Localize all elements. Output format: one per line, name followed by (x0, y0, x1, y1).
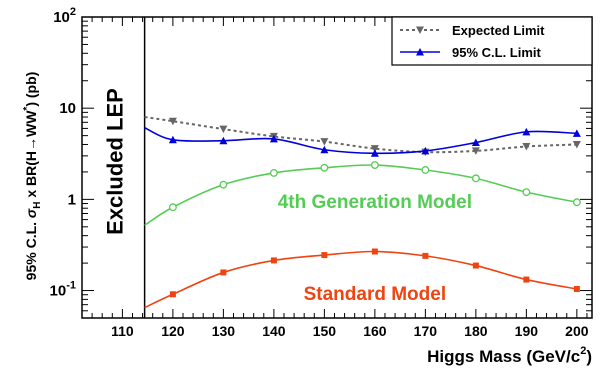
y-axis-label-sigma: σ (23, 208, 39, 218)
series-marker-2 (168, 203, 177, 212)
y-tick-label-base: 10 (50, 283, 67, 300)
y-tick-label-exponent: -1 (66, 280, 76, 292)
series-marker-1 (370, 149, 379, 157)
x-tick-label: 160 (363, 323, 387, 339)
series-marker-2 (370, 161, 379, 169)
series-marker-2 (269, 168, 278, 177)
y-tick-label: 10-1 (50, 280, 76, 300)
legend-marker (416, 48, 424, 56)
series-marker-1 (522, 127, 531, 136)
x-tick-label: 130 (212, 323, 236, 339)
series-marker-3 (523, 276, 530, 283)
series-marker-2 (421, 166, 430, 174)
series-marker-0 (168, 117, 177, 126)
series-marker-0 (522, 143, 531, 151)
x-tick-label: 140 (262, 323, 286, 339)
x-tick-label: 170 (414, 323, 438, 339)
y-tick-label-base: 10 (53, 9, 70, 26)
x-axis-label-main: Higgs Mass (GeV/c (427, 347, 580, 366)
series-line-3 (144, 250, 577, 309)
y-tick-label: 1 (68, 191, 76, 208)
legend-entry-label: 95% C.L. Limit (452, 45, 542, 60)
y-tick-label: 10 (59, 100, 76, 117)
x-tick-label: 200 (565, 323, 589, 339)
series-marker-3 (270, 257, 277, 264)
x-axis-label-sup: 2 (580, 345, 586, 357)
series-marker-1 (572, 129, 581, 137)
model-label: Standard Model (304, 284, 447, 305)
y-axis-label-suffix: ) (pb) (23, 72, 39, 107)
x-tick-label: 190 (515, 323, 539, 339)
series-marker-2 (471, 174, 480, 183)
series-marker-0 (219, 125, 228, 134)
y-tick-label-base: 10 (59, 100, 76, 117)
x-tick-label: 150 (313, 323, 337, 339)
series-line-2 (144, 164, 578, 226)
series-marker-1 (421, 146, 430, 155)
series-marker-3 (422, 252, 429, 259)
y-tick-label-exponent: 2 (70, 6, 76, 18)
series-marker-0 (370, 145, 379, 153)
series-marker-3 (472, 262, 479, 269)
series-marker-3 (220, 269, 227, 276)
y-axis-label-sub: H (32, 202, 43, 209)
x-axis-label: Higgs Mass (GeV/c2) (427, 345, 592, 366)
series-marker-1 (269, 134, 278, 143)
y-axis-label-mid: x BR(H→WW (23, 110, 39, 202)
series-marker-0 (320, 138, 329, 146)
legend-box (391, 16, 593, 66)
series-marker-2 (572, 198, 581, 207)
y-axis-label-prefix: 95% C.L. (23, 218, 39, 280)
series-marker-2 (522, 188, 531, 197)
series-marker-1 (219, 136, 228, 145)
series-marker-1 (471, 138, 480, 147)
model-label: 4th Generation Model (278, 192, 472, 213)
series-line-0 (144, 116, 577, 154)
series-marker-3 (321, 252, 328, 259)
series-marker-2 (320, 163, 329, 172)
series-marker-0 (572, 140, 581, 149)
series-marker-1 (168, 135, 177, 144)
x-tick-label: 120 (161, 323, 185, 339)
series-marker-3 (169, 291, 176, 298)
y-axis-label: 95% C.L. σH x BR(H→WW*) (pb) (22, 72, 43, 281)
y-axis-label-sup: * (22, 107, 33, 111)
x-tick-label: 110 (111, 323, 134, 339)
series-marker-0 (471, 147, 480, 155)
legend: Expected Limit 95% C.L. Limit (391, 16, 593, 66)
x-tick-label: 180 (464, 323, 488, 339)
series-line-1 (144, 127, 577, 155)
legend-entry-label: Expected Limit (452, 23, 545, 38)
series-marker-2 (219, 180, 228, 189)
y-tick-label-base: 1 (68, 191, 76, 208)
series-marker-1 (320, 145, 329, 154)
legend-marker (416, 26, 424, 34)
excluded-region-label: Excluded LEP (102, 88, 127, 235)
series-marker-3 (573, 285, 580, 292)
series-marker-3 (371, 248, 378, 255)
x-axis-label-close: ) (586, 347, 592, 366)
y-tick-label: 102 (53, 6, 76, 26)
plot-frame (81, 16, 593, 319)
